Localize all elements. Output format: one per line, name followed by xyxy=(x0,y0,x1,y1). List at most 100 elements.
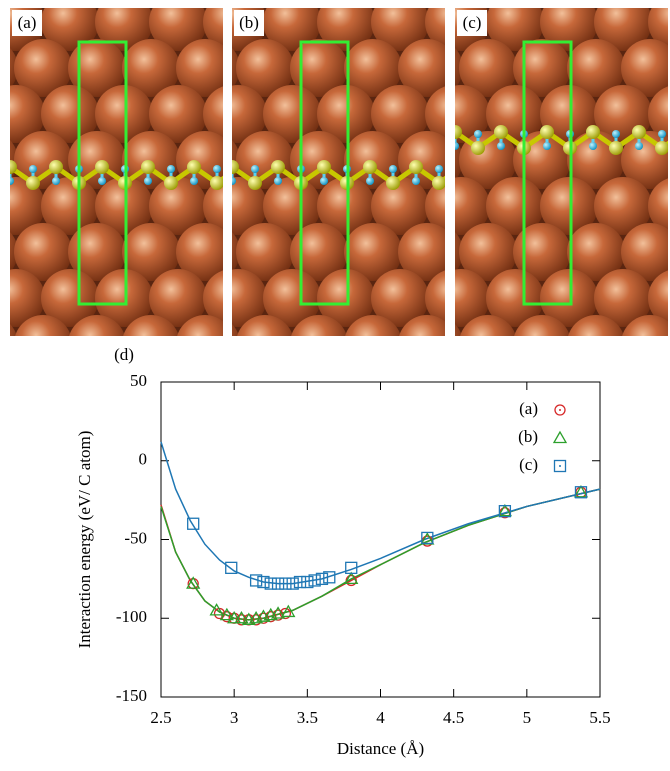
legend-label: (a) xyxy=(519,399,538,418)
marker xyxy=(209,603,224,616)
h-atom xyxy=(612,130,620,138)
copper-atom xyxy=(540,361,598,419)
copper-atom xyxy=(648,178,668,234)
c-atom xyxy=(210,176,223,190)
copper-atom xyxy=(10,85,45,143)
marker xyxy=(301,575,314,589)
c-atom xyxy=(363,160,377,174)
marker xyxy=(344,571,359,585)
unit-cell xyxy=(77,40,128,306)
c-atom xyxy=(187,160,201,174)
c-atom xyxy=(494,125,508,139)
copper-atom xyxy=(371,85,429,143)
copper-atom xyxy=(41,177,99,235)
fit-curve xyxy=(160,488,601,621)
legend-dot xyxy=(559,409,561,411)
copper-atom xyxy=(540,85,598,143)
copper-atom xyxy=(41,85,99,143)
fit-curve xyxy=(160,488,601,621)
c-atom xyxy=(248,176,262,190)
panel xyxy=(0,0,261,419)
h-atom xyxy=(98,177,106,185)
copper-atom xyxy=(10,324,17,336)
y-tick-label: -150 xyxy=(116,686,147,705)
copper-atom xyxy=(567,0,625,5)
copper-atom xyxy=(567,223,625,281)
h-atom xyxy=(389,165,397,173)
copper-atom xyxy=(122,0,180,5)
marker xyxy=(281,604,296,618)
copper-atom xyxy=(317,361,375,419)
copper-atom xyxy=(176,131,223,189)
panel xyxy=(155,0,456,419)
copper-atom xyxy=(648,361,670,419)
h-atom xyxy=(497,142,505,150)
x-tick-label: 5.5 xyxy=(589,708,610,727)
copper-atom xyxy=(648,8,668,50)
copper-atom xyxy=(232,177,267,235)
copper-atom xyxy=(399,315,445,336)
copper-atom xyxy=(95,177,153,235)
copper-atom xyxy=(236,223,294,281)
copper-atom xyxy=(68,0,126,5)
copper-atom xyxy=(95,361,153,419)
unit-cell xyxy=(299,40,350,306)
copper-atom xyxy=(122,223,180,281)
marker xyxy=(573,484,589,498)
h-atom xyxy=(635,142,643,150)
copper-atom xyxy=(371,361,429,419)
copper-atom xyxy=(594,177,652,235)
copper-atom xyxy=(263,85,321,143)
copper-atom xyxy=(95,85,153,143)
c-atom xyxy=(49,160,63,174)
copper-atom xyxy=(398,39,445,97)
fit-curve xyxy=(160,441,601,585)
h-atom xyxy=(474,130,482,138)
copper-atom xyxy=(567,39,625,97)
y-axis-label: Interaction energy (eV/ C atom) xyxy=(75,431,94,649)
c-atom xyxy=(586,125,600,139)
marker xyxy=(257,575,270,589)
copper-atom xyxy=(203,361,261,419)
c-atom xyxy=(141,160,155,174)
marker xyxy=(554,404,566,416)
copper-atom xyxy=(514,315,570,336)
h-atom xyxy=(543,142,551,150)
marker xyxy=(421,531,434,545)
copper-atom xyxy=(622,315,668,336)
marker xyxy=(315,572,329,586)
x-tick-label: 2.5 xyxy=(150,708,171,727)
h-atom xyxy=(658,130,666,138)
copper-atom xyxy=(425,8,445,50)
c-atom xyxy=(271,160,285,174)
copper-atom xyxy=(345,315,401,336)
y-tick-label: 50 xyxy=(130,371,147,390)
copper-atom xyxy=(176,0,234,5)
copper-atom xyxy=(14,223,72,281)
copper-atom xyxy=(41,269,99,327)
legend-label: (b) xyxy=(518,427,538,446)
copper-atom xyxy=(344,0,402,5)
c-atom xyxy=(164,176,178,190)
marker xyxy=(279,607,292,620)
marker xyxy=(264,577,277,590)
copper-atom xyxy=(344,223,402,281)
copper-atom xyxy=(460,315,516,336)
copper-atom xyxy=(594,361,652,419)
copper-atom xyxy=(0,0,18,5)
marker xyxy=(497,503,513,517)
copper-atom xyxy=(68,39,126,97)
copper-atom xyxy=(398,0,456,5)
c-atom xyxy=(10,160,17,174)
copper-atom xyxy=(398,223,445,281)
marker xyxy=(270,606,286,619)
copper-atom xyxy=(155,361,213,419)
h-atom xyxy=(366,177,374,185)
copper-atom xyxy=(594,269,652,327)
copper-atom xyxy=(405,0,463,5)
y-tick-label: -100 xyxy=(116,607,147,626)
copper-atom xyxy=(149,269,207,327)
copper-atom xyxy=(95,269,153,327)
copper-atom xyxy=(486,177,544,235)
